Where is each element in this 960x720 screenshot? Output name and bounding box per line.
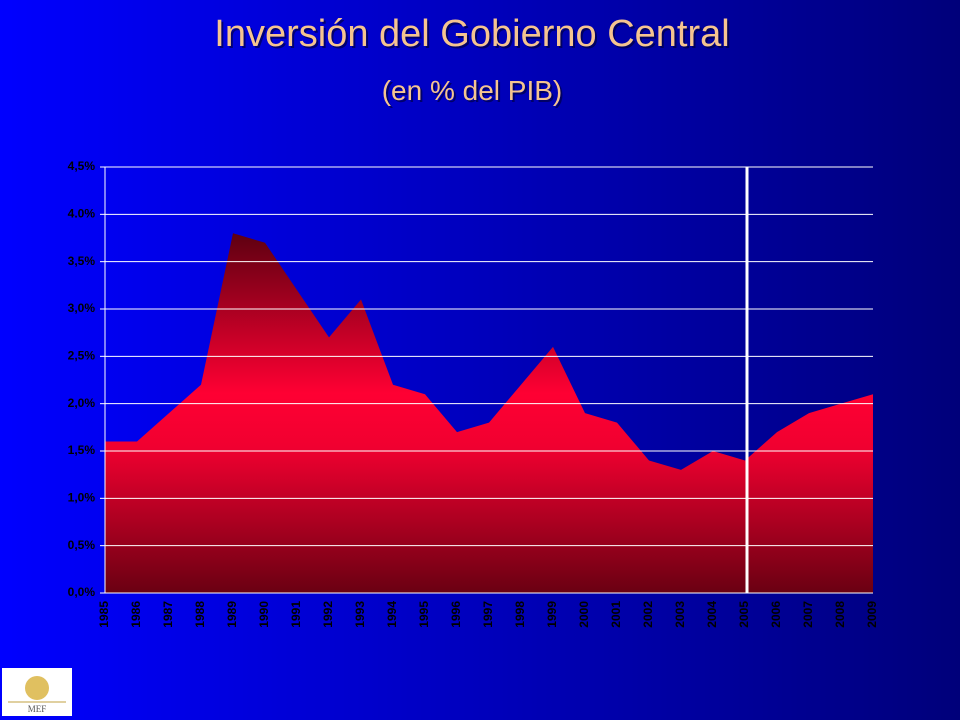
y-tick-label: 4,5% (68, 159, 96, 173)
x-tick-label: 2004 (705, 601, 719, 628)
area (105, 233, 873, 593)
y-tick-label: 3,0% (68, 301, 96, 315)
x-tick-label: 1994 (385, 601, 399, 628)
x-tick-label: 2003 (673, 601, 687, 628)
y-tick-label: 1,0% (68, 491, 96, 505)
x-tick-label: 1989 (225, 601, 239, 628)
x-tick-label: 2007 (801, 601, 815, 628)
y-tick-label: 0,0% (68, 585, 96, 599)
x-tick-label: 1991 (289, 601, 303, 628)
chart-subtitle: (en % del PIB) (382, 75, 563, 106)
x-tick-label: 1997 (481, 601, 495, 628)
y-tick-label: 3,5% (68, 254, 96, 268)
x-tick-label: 2009 (865, 601, 879, 628)
x-tick-label: 1999 (545, 601, 559, 628)
y-tick-label: 4.0% (68, 207, 96, 221)
x-tick-label: 1987 (161, 601, 175, 628)
x-tick-label: 2006 (769, 601, 783, 628)
subtitle-shadow: (en % del PIB) (384, 77, 565, 108)
x-tick-label: 1993 (353, 601, 367, 628)
logo-text: MEF (28, 704, 47, 714)
x-tick-label: 1990 (257, 601, 271, 628)
x-tick-label: 1986 (129, 601, 143, 628)
x-tick-label: 1998 (513, 601, 527, 628)
x-tick-label: 1996 (449, 601, 463, 628)
title-shadow: Inversión del Gobierno Central (216, 15, 731, 57)
chart-title: Inversión del Gobierno Central (214, 13, 729, 55)
y-tick-label: 2,5% (68, 349, 96, 363)
y-tick-label: 1,5% (68, 443, 96, 457)
x-tick-label: 2005 (737, 601, 751, 628)
x-tick-label: 2008 (833, 601, 847, 628)
x-tick-label: 1995 (417, 601, 431, 628)
logo: MEF (2, 668, 72, 716)
y-tick-label: 0,5% (68, 538, 96, 552)
x-tick-label: 2000 (577, 601, 591, 628)
x-tick-label: 1985 (97, 601, 111, 628)
logo-sun (25, 676, 49, 700)
x-tick-label: 2002 (641, 601, 655, 628)
x-tick-label: 2001 (609, 601, 623, 628)
plot: 0,0% 0,5% 1,0% 1,5% 2,0% 2,5% 3,0% 3,5% 4.0% 4,5%… (68, 159, 880, 628)
x-tick-label: 1988 (193, 601, 207, 628)
x-tick-label: 1992 (321, 601, 335, 628)
y-tick-label: 2,0% (68, 396, 96, 410)
